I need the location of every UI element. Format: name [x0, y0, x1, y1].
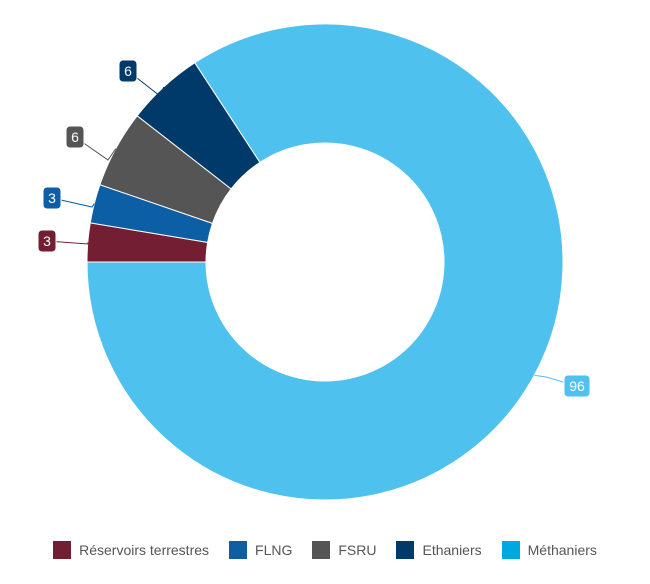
data-label: 3 — [43, 233, 51, 249]
legend-swatch — [312, 541, 331, 559]
data-label-group: 3 — [42, 186, 95, 210]
legend-item-flng[interactable]: FLNG — [229, 541, 292, 559]
data-label-connector — [46, 240, 89, 245]
data-label-connector — [74, 136, 117, 161]
data-label-box — [65, 125, 85, 149]
data-label-connector — [51, 197, 95, 208]
legend-item-m-thaniers[interactable]: Méthaniers — [501, 541, 597, 559]
legend-swatch — [229, 541, 248, 559]
data-label-box — [37, 229, 57, 253]
donut-slice-m-thaniers[interactable] — [86, 23, 564, 501]
data-label-box — [118, 59, 138, 83]
data-label-connector — [127, 70, 165, 97]
legend-label: FSRU — [338, 542, 377, 558]
data-label-group: 96 — [534, 374, 591, 398]
data-label: 96 — [569, 378, 585, 394]
chart-legend: Réservoirs terrestres FLNG FSRU Ethaniers Mé… — [0, 538, 650, 562]
legend-label: Réservoirs terrestres — [79, 542, 210, 558]
legend-swatch — [53, 541, 72, 559]
data-label: 3 — [48, 190, 56, 206]
legend-item-fsru[interactable]: FSRU — [312, 541, 376, 559]
legend-item-r-servoirs-terrestres[interactable]: Réservoirs terrestres — [53, 541, 209, 559]
data-label-group: 6 — [65, 125, 117, 161]
data-label-box — [563, 374, 591, 398]
legend-swatch — [501, 541, 520, 559]
legend-label: FLNG — [255, 542, 293, 558]
legend-label: Ethaniers — [422, 542, 482, 558]
legend-swatch — [396, 541, 415, 559]
legend-label: Méthaniers — [527, 542, 597, 558]
data-label-group: 6 — [118, 59, 165, 97]
data-label: 6 — [124, 63, 132, 79]
data-label-box — [42, 186, 62, 210]
data-label-group: 3 — [37, 229, 89, 253]
legend-item-ethaniers[interactable]: Ethaniers — [396, 541, 482, 559]
data-label: 6 — [71, 129, 79, 145]
